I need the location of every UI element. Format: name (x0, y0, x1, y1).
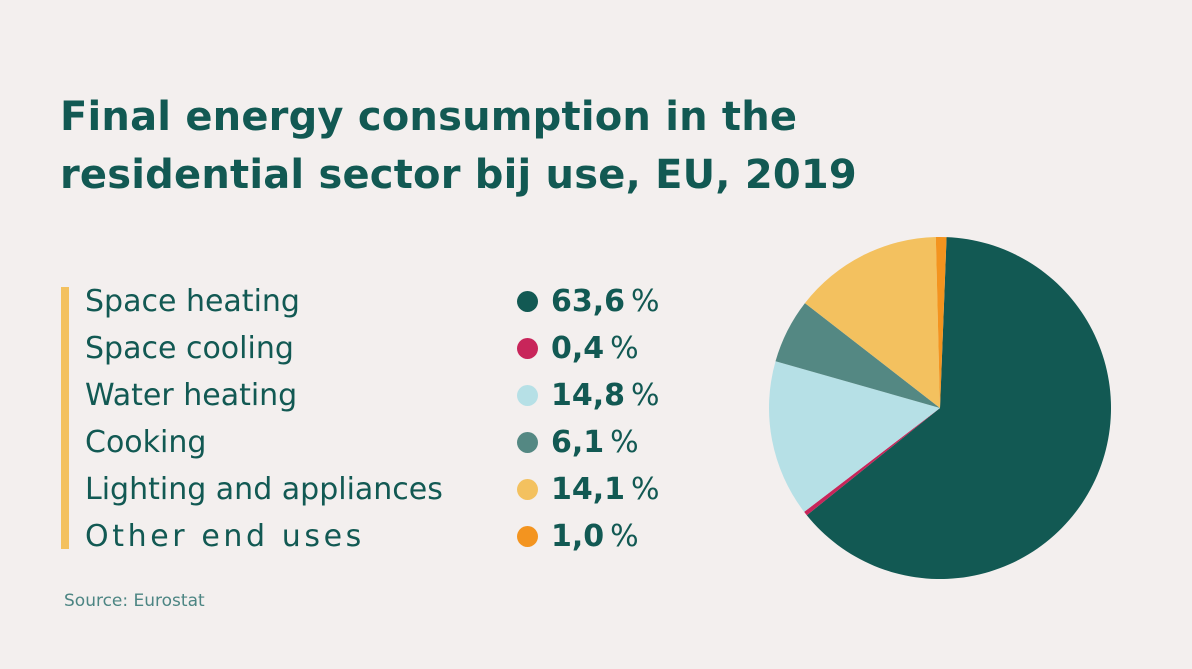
legend-percent-sign: % (610, 425, 639, 460)
legend-value: 14,1% (551, 475, 660, 505)
pie-slice-space-heating (806, 237, 1112, 580)
pie-slice-water-heating (769, 361, 940, 512)
legend-item-lighting-and-appliances: Lighting and appliances 14,1% (85, 475, 725, 522)
pie-slice-space-cooling (804, 408, 940, 516)
legend-dot-icon (517, 385, 538, 406)
legend-item-space-heating: Space heating 63,6% (85, 287, 725, 334)
legend-dot-icon (517, 479, 538, 500)
chart-title: Final energy consumption in the resident… (60, 88, 880, 204)
legend-accent-bar (61, 287, 69, 549)
legend-value: 63,6% (551, 287, 660, 317)
legend-value: 6,1% (551, 428, 639, 458)
legend-label: Cooking (85, 425, 207, 460)
chart-title-line-1: Final energy consumption in the (60, 94, 798, 140)
chart-title-line-2: residential sector bij use, EU, 2019 (60, 152, 857, 198)
legend-value: 14,8% (551, 381, 660, 411)
legend-dot-icon (517, 291, 538, 312)
legend-dot-icon (517, 338, 538, 359)
legend-item-other-end-uses: Other end uses 1,0% (85, 522, 725, 569)
legend-item-water-heating: Water heating 14,8% (85, 381, 725, 428)
legend-dot-icon (517, 432, 538, 453)
legend-value-number: 1,0 (551, 519, 605, 554)
source-note: Source: Eurostat (64, 591, 205, 611)
legend-item-space-cooling: Space cooling 0,4% (85, 334, 725, 381)
pie-slice-cooking (775, 303, 940, 408)
pie-slice-lighting-and-appliances (804, 237, 940, 408)
legend-percent-sign: % (631, 472, 660, 507)
legend-value-number: 63,6 (551, 284, 626, 319)
legend-value: 1,0% (551, 522, 639, 552)
legend-percent-sign: % (631, 378, 660, 413)
pie-chart (769, 237, 1112, 580)
legend: Space heating 63,6% Space cooling 0,4% W… (61, 287, 721, 552)
legend-value: 0,4% (551, 334, 639, 364)
legend-label: Other end uses (85, 519, 365, 554)
legend-item-cooking: Cooking 6,1% (85, 428, 725, 475)
legend-percent-sign: % (631, 284, 660, 319)
legend-value-number: 14,1 (551, 472, 626, 507)
legend-value-number: 0,4 (551, 331, 605, 366)
legend-label: Space heating (85, 284, 300, 319)
legend-percent-sign: % (610, 519, 639, 554)
legend-label: Lighting and appliances (85, 472, 443, 507)
legend-label: Water heating (85, 378, 298, 413)
legend-value-number: 6,1 (551, 425, 605, 460)
legend-percent-sign: % (610, 331, 639, 366)
legend-value-number: 14,8 (551, 378, 626, 413)
legend-label: Space cooling (85, 331, 294, 366)
pie-slice-other-end-uses (935, 237, 947, 408)
legend-dot-icon (517, 526, 538, 547)
